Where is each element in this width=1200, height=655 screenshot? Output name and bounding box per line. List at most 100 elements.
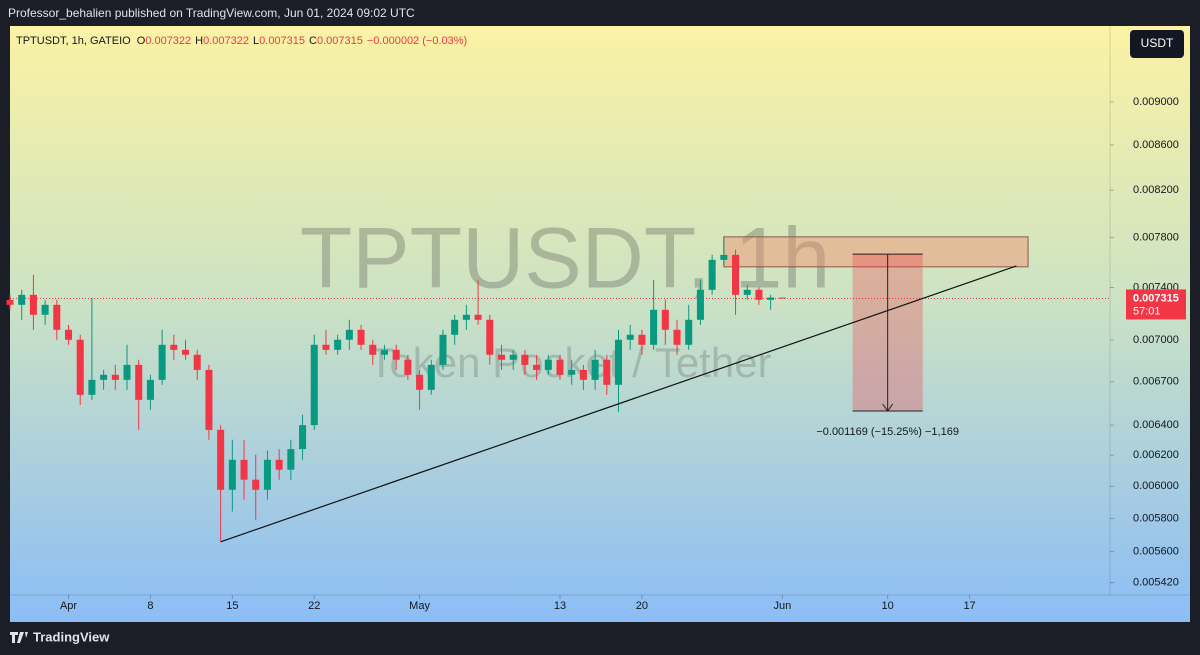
- candle-body: [732, 254, 740, 295]
- candle-body: [439, 334, 447, 365]
- x-tick-label: 22: [308, 600, 320, 612]
- y-tick-label: 0.006700: [1133, 376, 1179, 388]
- measure-label: −0.001169 (−15.25%) −1,169: [816, 426, 959, 438]
- candle-body: [720, 254, 728, 260]
- legend-change: −0.000002 (−0.03%): [367, 35, 467, 47]
- candle-body: [53, 304, 61, 330]
- candle-body: [486, 319, 494, 355]
- candle-body: [767, 297, 775, 300]
- candle-body: [474, 314, 482, 320]
- legend: TPTUSDT, 1h, GATEIO O0.007322 H0.007322 L0.…: [16, 35, 467, 47]
- x-tick-label: 17: [963, 600, 975, 612]
- y-tick-label: 0.007000: [1133, 334, 1179, 346]
- candle-body: [18, 294, 26, 305]
- currency-label[interactable]: USDT: [1141, 36, 1174, 50]
- x-tick-label: 15: [226, 600, 238, 612]
- candle-body: [310, 344, 318, 426]
- candle-body: [369, 344, 377, 355]
- y-tick-label: 0.007800: [1133, 231, 1179, 243]
- candle-body: [100, 374, 108, 380]
- brand-name: TradingView: [33, 629, 110, 644]
- x-tick-label: 20: [636, 600, 648, 612]
- x-tick-label: May: [409, 600, 430, 612]
- footer: TradingView: [10, 629, 110, 644]
- price-tag: [1126, 289, 1186, 320]
- candle-body: [626, 334, 634, 340]
- y-tick-label: 0.005420: [1133, 577, 1179, 589]
- candle-body: [263, 459, 271, 490]
- price-tag-countdown: 57:01: [1133, 305, 1161, 317]
- candle-body: [65, 329, 73, 340]
- currency-button[interactable]: [1130, 30, 1184, 58]
- candle-body: [509, 354, 517, 360]
- candle-body: [638, 334, 646, 345]
- candle-body: [76, 339, 84, 395]
- candle-body: [41, 304, 49, 315]
- legend-ohlc-key: C: [309, 35, 317, 47]
- candle-body: [743, 289, 751, 295]
- candle-body: [299, 425, 307, 450]
- candle-body: [497, 354, 505, 360]
- candle-body: [146, 379, 154, 400]
- candle-body: [591, 359, 599, 380]
- y-tick-label: 0.005600: [1133, 546, 1179, 558]
- candle-body: [544, 359, 552, 370]
- candle-body: [427, 364, 435, 390]
- watermark-sub: Token Pocket / Tether: [368, 339, 771, 386]
- candle-body: [170, 344, 178, 350]
- candle-body: [287, 449, 295, 470]
- candle-body: [228, 459, 236, 490]
- legend-ohlc-key: H: [195, 35, 203, 47]
- resistance-box: [723, 236, 1029, 268]
- price-tag-value: 0.007315: [1133, 292, 1179, 304]
- candle-body: [579, 369, 587, 380]
- candle-body: [135, 364, 143, 400]
- candle-body: [357, 329, 365, 345]
- candle-body: [334, 339, 342, 350]
- candle-body: [673, 329, 681, 345]
- candle-body: [111, 374, 119, 380]
- legend-ohlc-value: 0.007315: [317, 35, 363, 47]
- candle-body: [345, 329, 353, 340]
- candle-body: [6, 299, 14, 305]
- legend-ohlc-key: O: [137, 35, 146, 47]
- candle-body: [533, 364, 541, 370]
- y-tick-label: 0.006000: [1133, 480, 1179, 492]
- legend-symbol: TPTUSDT, 1h, GATEIO: [16, 35, 131, 47]
- watermark: TPTUSDT, 1h: [300, 211, 830, 307]
- x-tick-label: 13: [554, 600, 566, 612]
- candle-body: [755, 289, 763, 300]
- chart-panel: [10, 26, 1190, 622]
- candle-body: [240, 459, 248, 480]
- measure-arrow-head: [882, 403, 894, 412]
- legend-ohlc-value: 0.007315: [259, 35, 305, 47]
- y-tick-label: 0.006400: [1133, 419, 1179, 431]
- candle-body: [451, 319, 459, 335]
- candle-body: [521, 354, 529, 365]
- y-tick-label: 0.008200: [1133, 184, 1179, 196]
- candle-body: [556, 359, 564, 375]
- candle-body: [416, 374, 424, 390]
- candle-body: [88, 379, 96, 395]
- y-tick-label: 0.009000: [1133, 96, 1179, 108]
- candle-body: [603, 359, 611, 385]
- candle-body: [205, 369, 213, 430]
- legend-ohlc-value: 0.007322: [203, 35, 249, 47]
- candle-body: [685, 319, 693, 345]
- y-tick-label: 0.006200: [1133, 449, 1179, 461]
- candle-body: [696, 289, 704, 320]
- published-line: Professor_behalien published on TradingV…: [8, 6, 415, 20]
- candle-body: [158, 344, 166, 380]
- candle-body: [568, 369, 576, 375]
- y-tick-label: 0.005800: [1133, 512, 1179, 524]
- candle-body: [193, 354, 201, 370]
- candle-body: [778, 297, 786, 299]
- candle-body: [252, 479, 260, 490]
- x-tick-label: 10: [882, 600, 894, 612]
- candle-body: [380, 349, 388, 355]
- x-tick-label: Jun: [773, 600, 791, 612]
- candle-body: [217, 429, 225, 490]
- x-tick-label: 8: [147, 600, 153, 612]
- brand-logo: [10, 632, 28, 643]
